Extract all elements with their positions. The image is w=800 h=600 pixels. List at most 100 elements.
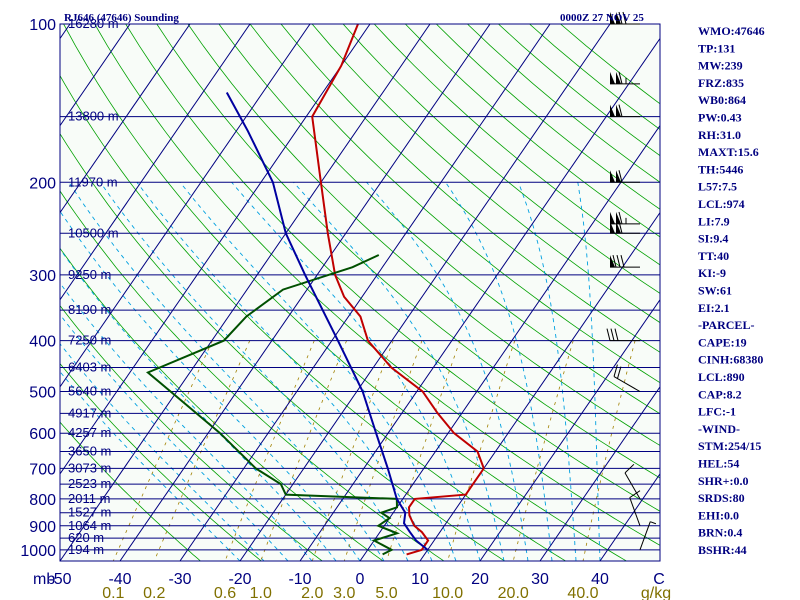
plot-frame xyxy=(59,23,661,562)
wind-barbs xyxy=(606,11,657,551)
height-label: 620 m xyxy=(68,530,104,545)
isotherm xyxy=(60,24,431,561)
wind-barb xyxy=(610,211,640,225)
height-label: 3650 m xyxy=(68,443,111,458)
wind-barb xyxy=(606,328,640,342)
mixing-ratio-line xyxy=(447,340,516,561)
wind-barb xyxy=(629,490,641,526)
isotherm xyxy=(0,24,10,561)
temperature-tick-label: 10 xyxy=(411,571,429,588)
isotherm xyxy=(60,24,251,301)
index-value: CAPE:19 xyxy=(698,335,747,349)
wind-barb xyxy=(610,170,640,183)
index-value: TH:5446 xyxy=(698,162,743,176)
dry-adiabat xyxy=(60,74,566,561)
mixing-ratio-line xyxy=(386,340,461,561)
isotherm xyxy=(119,24,491,561)
moist-adiabat xyxy=(517,182,577,561)
temperature-tick-label: 0 xyxy=(356,571,365,588)
wind-barb xyxy=(613,364,641,392)
indices-panel: WMO:47646 TP:131 MW:239 FRZ:835 WB0:864 PW:0.… xyxy=(698,24,765,557)
index-value: BSHR:44 xyxy=(698,543,747,557)
index-value: WMO:47646 xyxy=(698,24,765,38)
index-value: BRN:0.4 xyxy=(698,526,742,540)
index-value: SHR+:0.0 xyxy=(698,474,749,488)
index-value: PW:0.43 xyxy=(698,111,742,125)
temperature-tick-label: -50 xyxy=(48,571,71,588)
dry-adiabat xyxy=(311,24,660,324)
dry-adiabat xyxy=(218,24,660,415)
index-value: SI:9.4 xyxy=(698,232,728,246)
temperature-tick-label: -10 xyxy=(288,571,311,588)
moist-adiabat xyxy=(179,182,457,561)
mixing-ratio-line xyxy=(224,340,315,561)
index-value: CINH:68380 xyxy=(698,353,763,367)
pressure-tick-label: 600 xyxy=(29,426,56,443)
height-label: 1064 m xyxy=(68,518,111,533)
mixing-ratio-line xyxy=(343,340,423,561)
moist-adiabat xyxy=(68,182,385,561)
isotherm xyxy=(539,385,660,561)
index-value: LCL:890 xyxy=(698,370,745,384)
height-label: 16280 m xyxy=(68,16,119,31)
isotherm xyxy=(60,24,131,127)
index-value: KI:-9 xyxy=(698,266,726,280)
index-value: SRDS:80 xyxy=(698,491,745,505)
isotherm xyxy=(299,37,660,561)
dry-adiabat xyxy=(60,362,262,561)
pressure-tick-label: 300 xyxy=(29,268,56,285)
index-value: MAXT:15.6 xyxy=(698,145,759,159)
height-label: 194 m xyxy=(68,542,104,557)
moist-adiabat xyxy=(136,182,433,561)
index-value: RH:31.0 xyxy=(698,128,741,142)
mixing-ratio-tick-label: 20.0 xyxy=(498,585,529,600)
index-value: HEL:54 xyxy=(698,457,739,471)
height-label: 4257 m xyxy=(68,425,111,440)
dry-adiabat xyxy=(60,132,505,561)
profile-parcel xyxy=(225,92,429,551)
index-value: MW:239 xyxy=(698,59,743,73)
index-value: LCL:974 xyxy=(698,197,745,211)
dry-adiabat xyxy=(60,190,445,561)
pressure-tick-label: 200 xyxy=(29,175,56,192)
temperature-tick-label: 40 xyxy=(591,571,609,588)
wind-barb xyxy=(610,71,640,85)
dry-adiabat xyxy=(249,24,660,384)
moist-adiabat xyxy=(60,210,361,561)
temperature-unit-label: C xyxy=(653,571,665,588)
mixing-ratio-tick-label: 3.0 xyxy=(333,585,355,600)
profiles xyxy=(146,24,485,556)
index-value: -PARCEL- xyxy=(698,318,754,332)
mixing-ratio-tick-label: 0.1 xyxy=(102,585,124,600)
wind-barb xyxy=(610,255,640,268)
moist-adiabat xyxy=(231,182,481,561)
pressure-tick-label: 700 xyxy=(29,461,56,478)
dry-adiabat xyxy=(342,24,660,294)
dry-adiabat xyxy=(63,24,627,561)
index-value: EHI:0.0 xyxy=(698,508,739,522)
dry-adiabat xyxy=(60,305,323,561)
mixing-ratio-line xyxy=(260,340,347,561)
isotherm xyxy=(60,24,371,475)
dry-adiabat xyxy=(187,24,660,446)
profile-dewpoint xyxy=(146,254,401,556)
profile-temperature xyxy=(311,24,485,556)
mixing-ratio-tick-label: 1.0 xyxy=(250,585,272,600)
isotherm xyxy=(179,24,551,561)
height-label: 4917 m xyxy=(68,405,111,420)
dry-adiabat xyxy=(94,24,660,546)
title-left: RJ646 (47646) Sounding xyxy=(64,12,179,24)
index-value: STM:254/15 xyxy=(698,439,761,453)
wind-barb xyxy=(610,221,640,234)
index-value: LI:7.9 xyxy=(698,214,730,228)
wind-barb xyxy=(610,104,640,118)
mixing-ratio-tick-label: 40.0 xyxy=(567,585,598,600)
mixing-ratio-tick-label: 10.0 xyxy=(432,585,463,600)
temperature-tick-label: -20 xyxy=(228,571,251,588)
isotherm xyxy=(479,298,660,561)
height-label: 7250 m xyxy=(68,333,111,348)
grid-lines xyxy=(0,24,660,561)
mixing-ratio-line xyxy=(512,340,574,561)
mixing-ratio-tick-label: 5.0 xyxy=(375,585,397,600)
